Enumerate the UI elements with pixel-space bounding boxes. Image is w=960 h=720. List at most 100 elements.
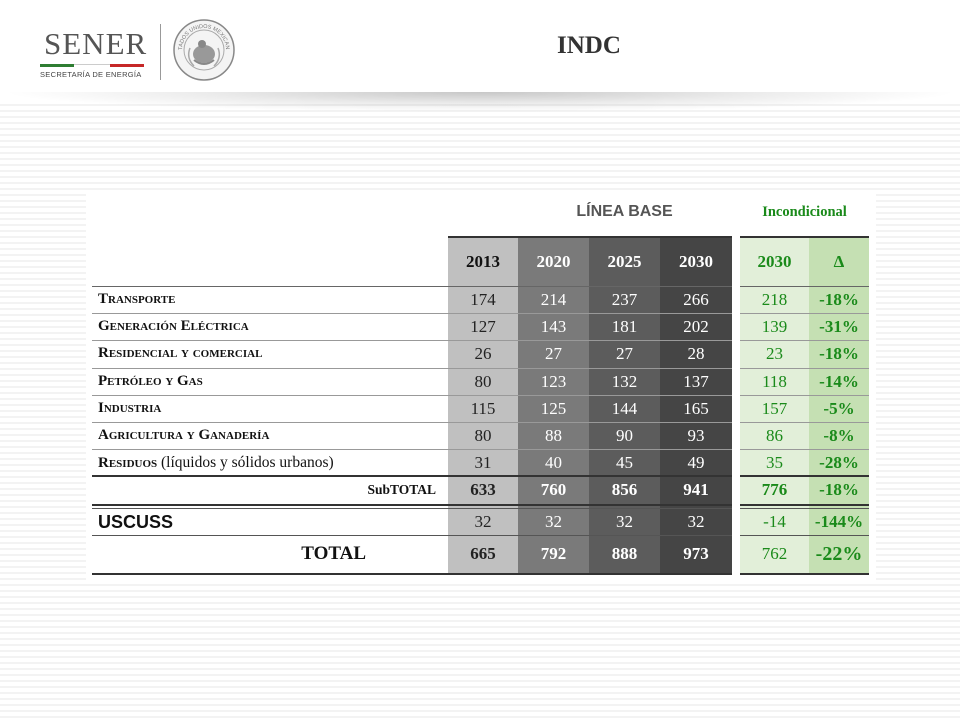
table-cell: 93 xyxy=(687,426,705,445)
column-band xyxy=(448,238,518,573)
total-cell: 973 xyxy=(683,544,709,563)
row-rule xyxy=(740,313,869,315)
header-shadow xyxy=(0,92,960,112)
table-cell: -8% xyxy=(823,426,855,445)
mexico-seal-icon: ESTADOS UNIDOS MEXICANOS xyxy=(170,14,236,82)
group-title-unconditional: Incondicional xyxy=(762,204,847,220)
table-cell: -18% xyxy=(819,344,859,364)
table-cell: 157 xyxy=(761,398,788,418)
table-cell: 125 xyxy=(540,398,567,418)
subtotal-cell: 760 xyxy=(540,480,567,500)
table-cell: 80 xyxy=(474,426,492,445)
total-label: TOTAL xyxy=(301,543,366,564)
total-bottom-rule xyxy=(740,573,869,575)
table-cell: 28 xyxy=(687,344,705,364)
table-cell: 26 xyxy=(474,344,492,364)
table-cell: 214 xyxy=(540,290,567,309)
total-cell: 792 xyxy=(540,544,567,563)
subtotal-top-rule xyxy=(92,475,732,478)
column-header: 2030 xyxy=(679,252,713,271)
row-label: Transporte xyxy=(98,291,176,307)
section-gap xyxy=(732,192,740,575)
table-cell: 181 xyxy=(611,317,638,337)
column-band xyxy=(589,238,660,573)
subtotal-bottom-rule xyxy=(92,504,732,507)
table-cell: 115 xyxy=(470,398,496,418)
table-cell: 23 xyxy=(766,344,783,364)
header-rule xyxy=(740,236,869,238)
table-cell: 31 xyxy=(474,453,492,473)
row-rule xyxy=(740,394,869,396)
table-cell: 139 xyxy=(761,317,788,337)
sener-logo-subtitle: SECRETARÍA DE ENERGÍA xyxy=(40,70,142,79)
column-header: 2020 xyxy=(536,252,571,271)
column-header: 2030 xyxy=(757,252,792,271)
table-cell: 49 xyxy=(687,453,705,473)
table-cell: 143 xyxy=(540,317,567,337)
subtotal-bottom-rule xyxy=(740,504,869,507)
subtotal-cell: -18% xyxy=(819,480,859,500)
table-cell: -28% xyxy=(819,453,859,473)
header-bottom-rule xyxy=(740,286,869,287)
row-rule xyxy=(92,449,732,451)
uscuss-cell: 32 xyxy=(474,512,492,531)
table-cell: 218 xyxy=(761,290,788,309)
logo-red-bar xyxy=(110,64,144,67)
table-cell: 90 xyxy=(616,426,633,445)
table-cell: 202 xyxy=(683,317,709,337)
subtotal-bottom-rule-2 xyxy=(92,508,732,510)
subtotal-cell: 856 xyxy=(611,480,638,500)
logo-green-bar xyxy=(40,64,74,67)
table-cell: 132 xyxy=(611,371,638,391)
uscuss-rule xyxy=(740,535,869,536)
header-bottom-rule xyxy=(92,286,732,287)
row-rule xyxy=(740,422,869,423)
table-cell: 123 xyxy=(540,371,567,391)
column-header: 2025 xyxy=(607,252,642,271)
table-cell: 80 xyxy=(474,371,492,391)
column-header: 2013 xyxy=(466,252,500,271)
table-cell: -5% xyxy=(823,398,855,418)
uscuss-cell: -144% xyxy=(814,512,864,531)
table-cell: 165 xyxy=(683,398,709,418)
total-cell: -22% xyxy=(815,543,863,565)
row-rule xyxy=(92,340,732,342)
table-cell: 45 xyxy=(616,453,633,473)
table-cell: 118 xyxy=(762,371,787,391)
column-band xyxy=(809,238,869,573)
table-cell: -31% xyxy=(819,317,859,337)
page-title: INDC xyxy=(557,32,621,59)
row-rule xyxy=(92,313,732,315)
table-cell: 40 xyxy=(545,453,562,473)
row-rule xyxy=(740,367,869,369)
total-bottom-rule xyxy=(92,573,732,575)
table-cell: 86 xyxy=(766,426,783,445)
column-band xyxy=(660,238,732,573)
sener-logo-name: SENER xyxy=(44,26,148,61)
row-rule xyxy=(740,449,869,451)
column-band xyxy=(740,238,809,573)
subtotal-bottom-rule-2 xyxy=(740,508,869,510)
table-cell: 27 xyxy=(616,344,633,364)
emissions-table: LÍNEA BASE Incondicional 2013 2020 2025 2030 2… xyxy=(86,192,876,582)
subtotal-label: SubTOTAL xyxy=(367,482,436,498)
row-label: Generación Eléctrica xyxy=(98,318,249,335)
table-cell: 266 xyxy=(683,290,709,309)
table-cell: 137 xyxy=(683,371,709,391)
slide-header: SENER SECRETARÍA DE ENERGÍA ESTADOS UNID… xyxy=(0,0,960,100)
subtotal-cell: 941 xyxy=(683,480,709,500)
uscuss-cell: 32 xyxy=(616,512,633,531)
sener-logo: SENER SECRETARÍA DE ENERGÍA xyxy=(40,26,150,82)
uscuss-cell: 32 xyxy=(687,512,705,531)
table-cell: -14% xyxy=(819,371,859,391)
row-label: Agricultura y Ganadería xyxy=(98,427,270,443)
row-label: Petróleo y Gas xyxy=(98,372,203,389)
table-cell: 27 xyxy=(545,344,562,364)
subtotal-top-rule xyxy=(740,475,869,478)
total-cell: 762 xyxy=(761,544,788,563)
uscuss-label: USCUSS xyxy=(98,512,174,532)
subtotal-cell: 633 xyxy=(470,480,496,500)
table-cell: 88 xyxy=(545,426,562,445)
uscuss-rule xyxy=(92,535,732,536)
table-cell: 237 xyxy=(611,290,638,309)
